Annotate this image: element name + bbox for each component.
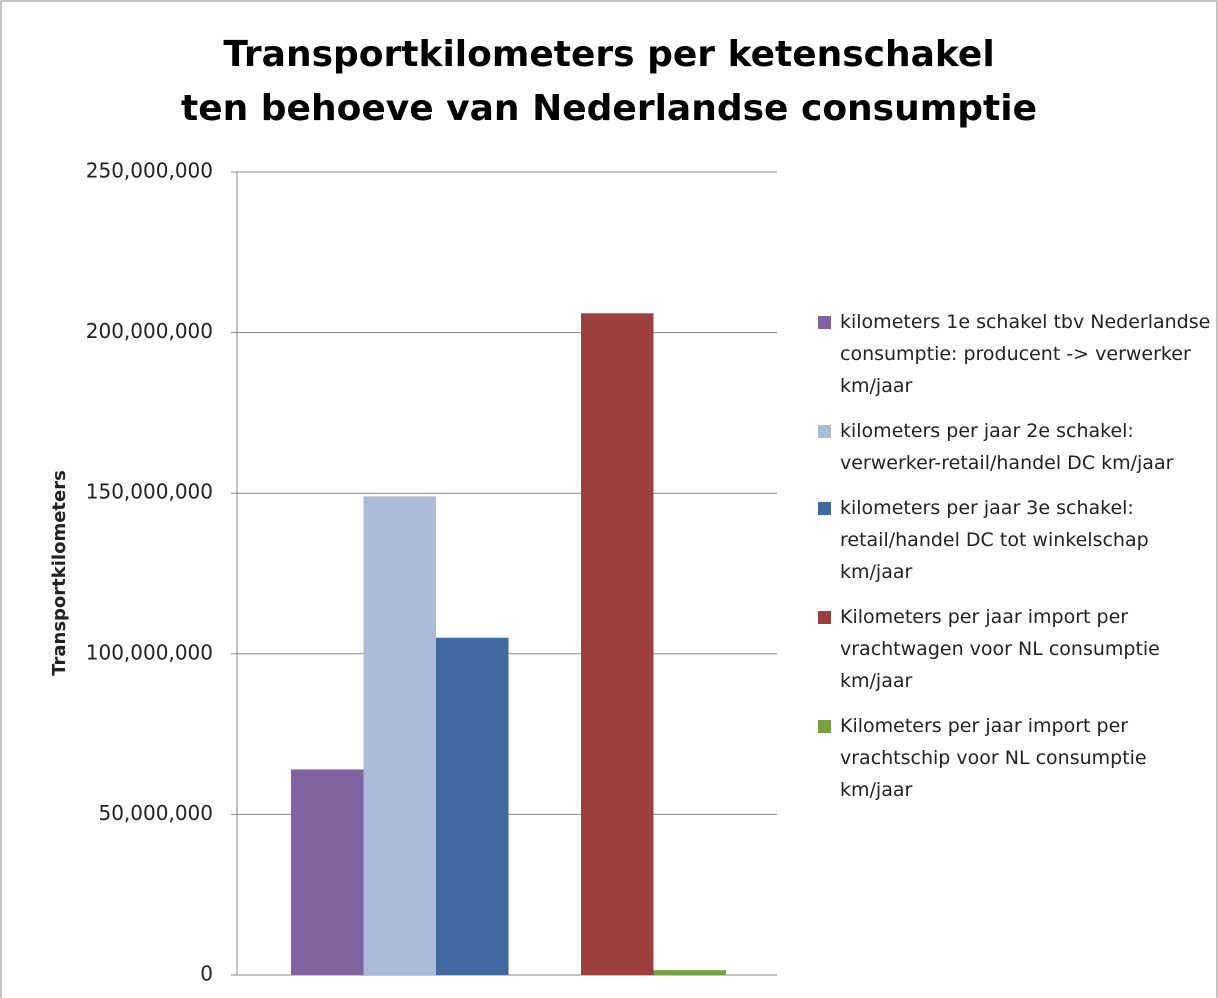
y-tick-label: 250,000,000	[86, 159, 213, 183]
y-axis-title: Transportkilometers	[49, 470, 70, 676]
legend-swatch	[818, 316, 831, 329]
legend-swatch	[818, 720, 831, 733]
title-line: Transportkilometers per ketenschakel	[223, 34, 995, 75]
bar	[653, 970, 726, 975]
legend-label: kilometers per jaar 2e schakel: verwerke…	[840, 420, 1174, 474]
y-tick-label: 50,000,000	[98, 801, 213, 825]
legend-item: kilometers per jaar 2e schakel: verwerke…	[818, 415, 1213, 479]
legend-item: Kilometers per jaar import per vrachtsch…	[818, 710, 1213, 806]
y-tick-label: 0	[200, 962, 213, 986]
bar	[436, 637, 509, 975]
legend-label: kilometers 1e schakel tbv Nederlandse co…	[840, 311, 1211, 397]
legend-item: kilometers 1e schakel tbv Nederlandse co…	[818, 306, 1213, 402]
bar	[363, 496, 436, 975]
bar	[291, 769, 364, 975]
legend-swatch	[818, 502, 831, 515]
bar	[581, 313, 654, 975]
legend-label: Kilometers per jaar import per vrachtwag…	[840, 606, 1160, 692]
legend-swatch	[818, 425, 831, 438]
legend-label: Kilometers per jaar import per vrachtsch…	[840, 715, 1147, 801]
title-line: ten behoeve van Nederlandse consumptie	[181, 88, 1037, 129]
legend-item: Kilometers per jaar import per vrachtwag…	[818, 601, 1213, 697]
y-tick-label: 200,000,000	[86, 319, 213, 343]
legend-label: kilometers per jaar 3e schakel: retail/h…	[840, 497, 1149, 583]
legend-swatch	[818, 611, 831, 624]
y-tick-label: 150,000,000	[86, 480, 213, 504]
legend: kilometers 1e schakel tbv Nederlandse co…	[818, 306, 1213, 806]
y-tick-label: 100,000,000	[86, 640, 213, 664]
legend-item: kilometers per jaar 3e schakel: retail/h…	[818, 492, 1213, 588]
chart-title: Transportkilometers per ketenschakel ten…	[0, 28, 1218, 136]
